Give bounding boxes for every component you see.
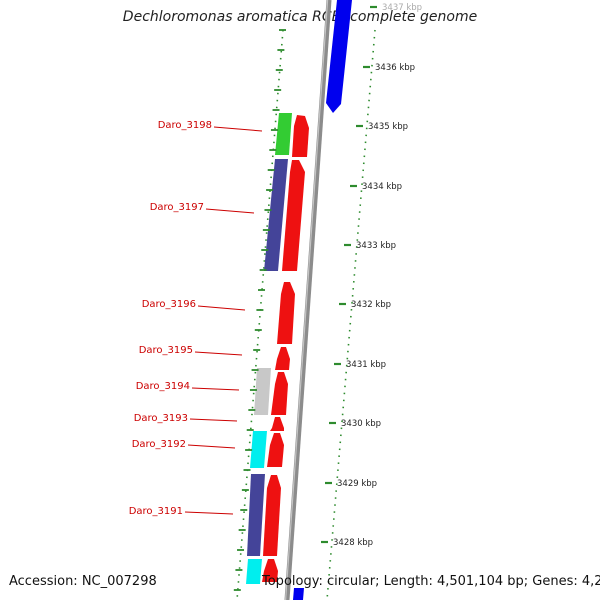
scale-tick-label: 3436 kbp [375,63,415,73]
accession-text: Accession: NC_007298 [9,574,157,589]
gene-daro-3191-cds [263,475,281,556]
scale-ticks: 3437 kbp 3436 kbp 3435 kbp 3434 kbp 3433 kbp… [233,3,422,591]
gene-bottom-cds [262,559,278,582]
scale-tick-label: 3433 kbp [356,241,396,251]
scale-tick-label: 3434 kbp [362,182,402,192]
cog-features [246,113,292,584]
scale-tick-label: 3437 kbp [382,3,422,13]
gene-daro-3198-cog [275,113,292,155]
gene-leader-line [187,444,236,449]
tick-guides [236,29,376,600]
gene-blue-bottom [293,588,304,600]
gene-leader-line [194,351,243,356]
gene-daro-3193-cds [270,417,284,431]
scale-tick-label: 3429 kbp [337,479,377,489]
scale-tick-label: 3430 kbp [341,419,381,429]
gene-labels: Daro_3198 Daro_3197 Daro_3196 Daro_3195 Daro… [129,120,263,517]
gene-daro-3197-cds [282,160,305,271]
gene-label: Daro_3192 [132,439,186,450]
gene-label: Daro_3191 [129,506,183,517]
gene-label: Daro_3194 [136,381,190,392]
scale-tick-label: 3431 kbp [346,360,386,370]
gene-label: Daro_3196 [142,299,196,310]
gene-label: Daro_3195 [139,345,193,356]
gene-blue-top [326,0,352,113]
gene-leader-line [205,208,255,214]
gene-label: Daro_3198 [158,120,212,131]
gene-label: Daro_3197 [150,202,204,213]
gene-daro-3197-cog [264,159,288,271]
map-title: Dechloromonas aromatica RCB, complete ge… [122,9,478,25]
gene-leader-line [197,305,246,311]
genome-summary-text: Topology: circular; Length: 4,501,104 bp… [262,574,600,589]
gene-daro-3194-cds [271,372,288,415]
gene-daro-3192-cds [267,433,284,467]
gene-label: Daro_3193 [134,413,188,424]
scale-tick-label: 3435 kbp [368,122,408,132]
gene-leader-line [189,418,238,422]
gene-leader-line [213,126,263,132]
inner-dotted-guide [236,29,284,600]
outer-features [293,0,352,600]
gene-leader-line [191,387,240,391]
backbone [284,0,332,600]
gene-daro-3196-cds [277,282,295,344]
scale-tick-label: 3428 kbp [333,538,373,548]
gene-daro-3191-cog [247,474,265,556]
gene-bottom-cog [246,559,262,584]
gene-leader-line [184,511,234,515]
backbone-line [284,0,332,600]
gene-daro-3195-cds [275,347,290,370]
gene-daro-3194-cog [254,368,271,415]
scale-tick-label: 3432 kbp [351,300,391,310]
outer-dotted-guide [326,29,376,600]
cds-features [262,115,309,582]
gene-daro-3192-cog [250,431,267,468]
gene-daro-3198-cds [292,115,309,157]
